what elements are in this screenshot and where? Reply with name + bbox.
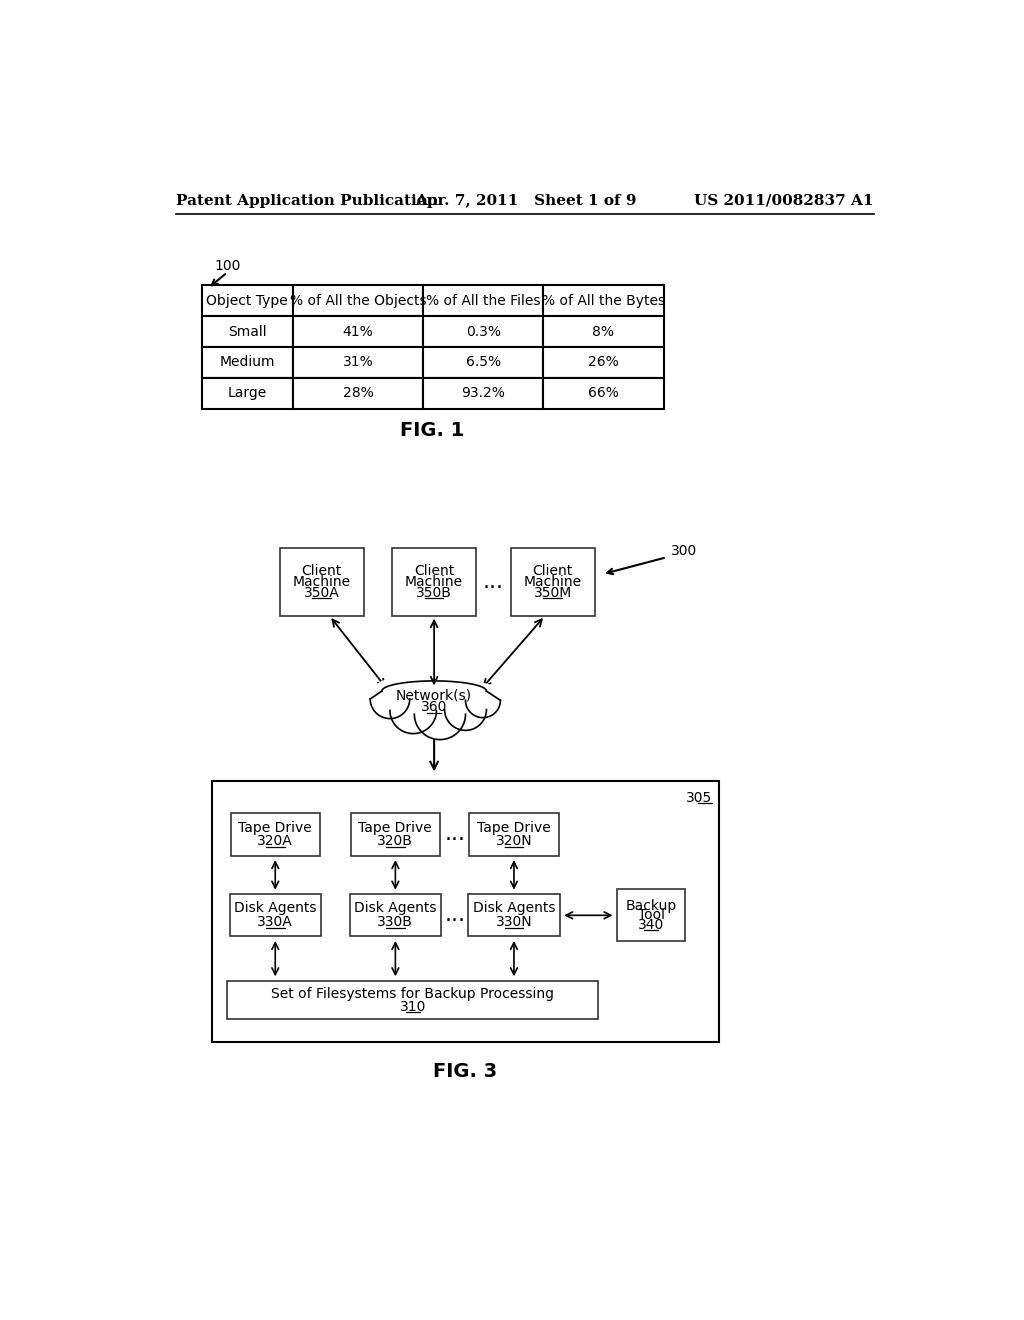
Bar (351, 813, 440, 855)
Bar (202, 285, 293, 317)
Text: 300: 300 (671, 544, 696, 558)
Text: 330N: 330N (496, 915, 532, 929)
Text: 350A: 350A (304, 586, 340, 599)
Bar (544, 317, 664, 347)
Text: 0.3%: 0.3% (466, 325, 501, 339)
Text: Medium: Medium (219, 355, 275, 370)
Text: Small: Small (228, 325, 266, 339)
Bar (423, 378, 544, 409)
Circle shape (371, 680, 410, 718)
Text: FIG. 1: FIG. 1 (400, 421, 465, 440)
Text: Machine: Machine (406, 576, 463, 589)
Text: ...: ... (483, 572, 504, 591)
Bar (423, 285, 544, 317)
Text: 320N: 320N (496, 834, 532, 849)
Text: 320A: 320A (257, 834, 293, 849)
Bar (469, 813, 558, 855)
Bar (293, 347, 423, 378)
Text: % of All the Bytes: % of All the Bytes (542, 294, 665, 308)
Text: Client: Client (414, 564, 455, 578)
Text: 66%: 66% (588, 387, 618, 400)
Text: 6.5%: 6.5% (466, 355, 501, 370)
Text: 31%: 31% (343, 355, 374, 370)
Bar (230, 813, 319, 855)
Text: ...: ... (444, 906, 465, 925)
Circle shape (466, 682, 501, 718)
Bar (349, 894, 441, 936)
Bar (280, 548, 364, 615)
Circle shape (415, 689, 466, 739)
Text: Disk Agents: Disk Agents (473, 902, 555, 915)
Text: Backup: Backup (626, 899, 677, 913)
Bar (468, 894, 560, 936)
Text: Large: Large (227, 387, 267, 400)
Text: 330A: 330A (257, 915, 293, 929)
Text: Machine: Machine (523, 576, 582, 589)
Text: 8%: 8% (593, 325, 614, 339)
Bar (293, 317, 423, 347)
Bar (423, 347, 544, 378)
Text: 100: 100 (214, 259, 241, 273)
Circle shape (390, 688, 436, 734)
Text: 360: 360 (421, 701, 447, 714)
Text: 350M: 350M (534, 586, 571, 599)
Text: US 2011/0082837 A1: US 2011/0082837 A1 (693, 194, 873, 207)
Bar (202, 347, 293, 378)
Text: Set of Filesystems for Backup Processing: Set of Filesystems for Backup Processing (271, 987, 554, 1001)
Text: Machine: Machine (293, 576, 351, 589)
Text: 310: 310 (399, 1001, 426, 1014)
Bar (227, 981, 598, 1019)
Text: FIG. 3: FIG. 3 (433, 1063, 498, 1081)
Text: Patent Application Publication: Patent Application Publication (176, 194, 438, 207)
Bar (212, 780, 719, 1043)
Bar (229, 894, 321, 936)
Bar (293, 285, 423, 317)
Text: 305: 305 (686, 791, 713, 804)
Text: 340: 340 (638, 917, 665, 932)
Bar (511, 548, 595, 615)
Text: 28%: 28% (343, 387, 374, 400)
Bar (617, 890, 685, 941)
Text: 350B: 350B (416, 586, 452, 599)
Text: Client: Client (532, 564, 572, 578)
Ellipse shape (382, 689, 486, 713)
Bar (202, 317, 293, 347)
Text: Tape Drive: Tape Drive (239, 821, 312, 834)
Text: 320B: 320B (378, 834, 414, 849)
Text: Tool: Tool (638, 908, 665, 923)
Bar (544, 378, 664, 409)
Text: Disk Agents: Disk Agents (354, 902, 436, 915)
Text: Disk Agents: Disk Agents (234, 902, 316, 915)
Bar (293, 378, 423, 409)
Bar (544, 285, 664, 317)
Text: 41%: 41% (343, 325, 374, 339)
Text: % of All the Files: % of All the Files (426, 294, 541, 308)
Text: ...: ... (444, 825, 465, 845)
Text: Client: Client (302, 564, 342, 578)
Bar (544, 347, 664, 378)
Bar (202, 378, 293, 409)
Text: 330B: 330B (378, 915, 414, 929)
Text: Tape Drive: Tape Drive (358, 821, 432, 834)
Bar (423, 317, 544, 347)
Text: Network(s): Network(s) (396, 688, 472, 702)
Text: Object Type: Object Type (207, 294, 288, 308)
Text: 26%: 26% (588, 355, 618, 370)
Bar (392, 548, 476, 615)
Text: % of All the Objects: % of All the Objects (290, 294, 426, 308)
Text: Tape Drive: Tape Drive (477, 821, 551, 834)
Text: Apr. 7, 2011   Sheet 1 of 9: Apr. 7, 2011 Sheet 1 of 9 (415, 194, 636, 207)
Text: 93.2%: 93.2% (462, 387, 505, 400)
Circle shape (444, 689, 486, 730)
